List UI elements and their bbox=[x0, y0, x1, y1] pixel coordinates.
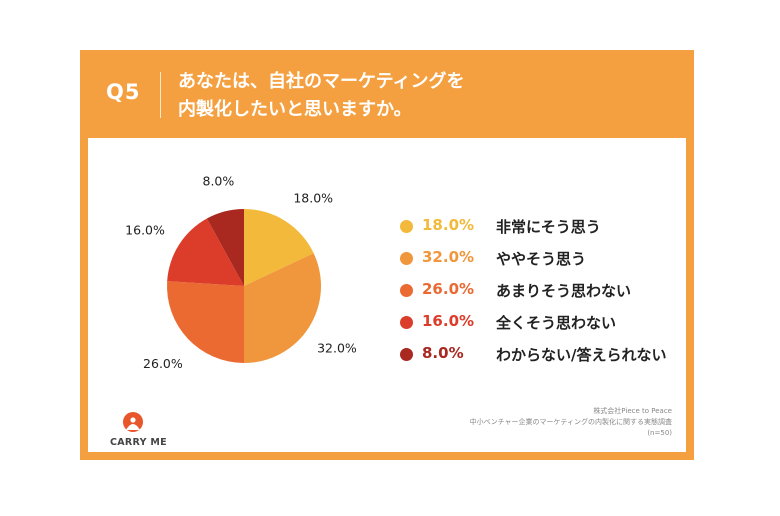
legend-percentage: 32.0% bbox=[422, 248, 475, 266]
slice-label-4: 16.0% bbox=[125, 222, 165, 237]
question-line-2: 内製化したいと思いますか。 bbox=[178, 99, 412, 120]
legend-percentage: 26.0% bbox=[422, 280, 475, 298]
slice-label-3: 26.0% bbox=[143, 356, 183, 371]
legend-item-4: 16.0% 全くそう思わない bbox=[400, 310, 690, 342]
legend-label: ややそう思う bbox=[496, 250, 587, 268]
legend-dot-icon bbox=[400, 220, 413, 233]
legend-label: わからない/答えられない bbox=[496, 346, 667, 364]
legend-percentage: 16.0% bbox=[422, 312, 475, 330]
logo-mark-icon bbox=[123, 412, 143, 432]
chart-panel: 18.0% 32.0% 26.0% 16.0% 8.0% 18.0% 非常にそう思う 32.… bbox=[88, 138, 686, 452]
legend-item-1: 18.0% 非常にそう思う bbox=[400, 214, 690, 246]
carry-me-logo: CARRY ME bbox=[110, 411, 170, 451]
logo-text: CARRY ME bbox=[110, 437, 167, 448]
legend-item-2: 32.0% ややそう思う bbox=[400, 246, 690, 278]
question-text: あなたは、自社のマーケティングを 内製化したいと思いますか。 bbox=[178, 68, 465, 124]
pie-slice-4 bbox=[167, 218, 244, 286]
legend-dot-icon bbox=[400, 316, 413, 329]
slice-label-5: 8.0% bbox=[203, 174, 235, 189]
question-line-1: あなたは、自社のマーケティングを bbox=[178, 71, 465, 92]
slice-label-2: 32.0% bbox=[317, 341, 357, 356]
legend-label: 全くそう思わない bbox=[496, 314, 617, 332]
legend-label: 非常にそう思う bbox=[496, 218, 601, 236]
source-survey: 中小ベンチャー企業のマーケティングの内製化に関する実態調査 bbox=[469, 418, 672, 426]
legend-dot-icon bbox=[400, 284, 413, 297]
pie-chart: 18.0% 32.0% 26.0% 16.0% 8.0% bbox=[125, 174, 357, 371]
legend-percentage: 18.0% bbox=[422, 216, 475, 234]
header-divider bbox=[160, 72, 161, 118]
source-note: 株式会社Piece to Peace 中小ベンチャー企業のマーケティングの内製化… bbox=[470, 406, 672, 439]
legend-item-3: 26.0% あまりそう思わない bbox=[400, 278, 690, 310]
pie-slice-1 bbox=[244, 209, 314, 286]
legend-percentage: 8.0% bbox=[422, 344, 464, 362]
legend-item-5: 8.0% わからない/答えられない bbox=[400, 342, 690, 374]
question-header: Q5 あなたは、自社のマーケティングを 内製化したいと思いますか。 bbox=[80, 50, 694, 138]
slice-label-1: 18.0% bbox=[293, 191, 333, 206]
source-company: 株式会社Piece to Peace bbox=[593, 407, 672, 415]
infographic-frame: Q5 あなたは、自社のマーケティングを 内製化したいと思いますか。 18.0% 3… bbox=[80, 50, 694, 460]
source-sample: (n=50) bbox=[647, 429, 672, 437]
legend: 18.0% 非常にそう思う 32.0% ややそう思う 26.0% あまりそう思わない 16.… bbox=[400, 214, 690, 374]
legend-dot-icon bbox=[400, 348, 413, 361]
pie-slice-2 bbox=[244, 253, 321, 363]
legend-dot-icon bbox=[400, 252, 413, 265]
pie-slice-3 bbox=[166, 281, 244, 363]
pie-slice-5 bbox=[206, 209, 244, 286]
question-number: Q5 bbox=[106, 80, 141, 104]
legend-label: あまりそう思わない bbox=[496, 282, 632, 300]
